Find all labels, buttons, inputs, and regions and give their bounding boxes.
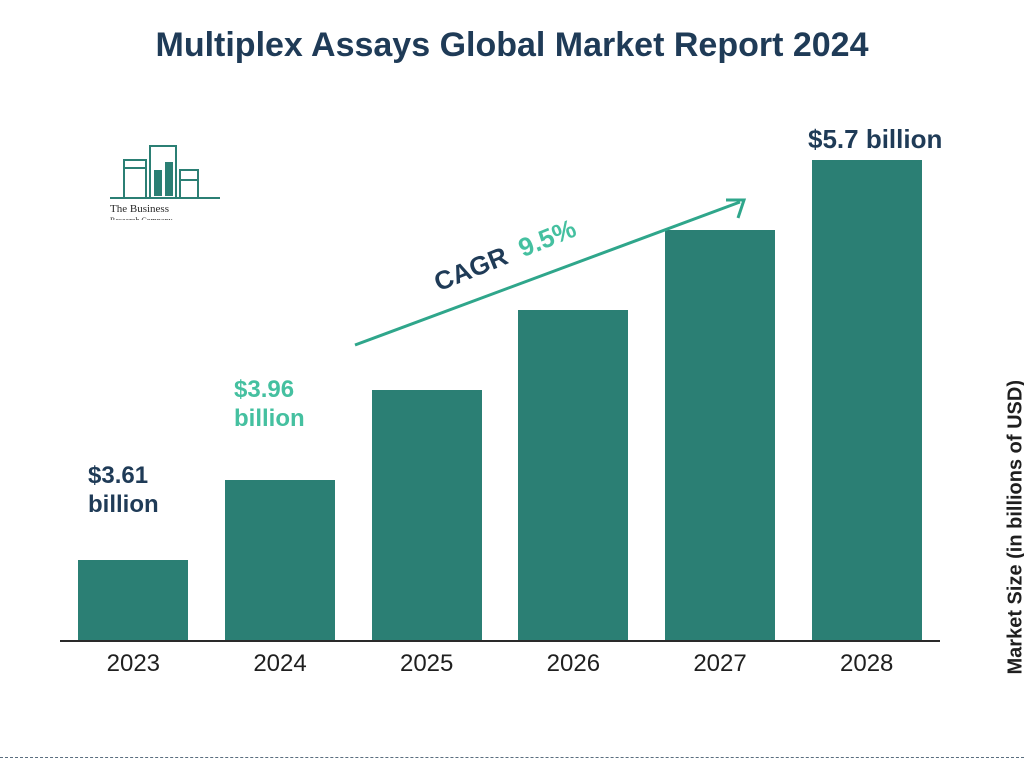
x-tick-label: 2024 bbox=[207, 650, 354, 690]
bar bbox=[372, 390, 482, 640]
bar bbox=[812, 160, 922, 640]
x-axis-labels: 202320242025202620272028 bbox=[60, 650, 940, 690]
x-tick-label: 2027 bbox=[647, 650, 794, 690]
cagr-arrow-icon bbox=[340, 190, 760, 360]
bar-value-label: $3.96billion bbox=[234, 376, 305, 434]
x-tick-label: 2026 bbox=[500, 650, 647, 690]
y-axis-label: Market Size (in billions of USD) bbox=[1004, 380, 1024, 674]
bar-value-label: $5.7 billion bbox=[808, 124, 942, 155]
chart-container: Multiplex Assays Global Market Report 20… bbox=[0, 0, 1024, 768]
x-tick-label: 2028 bbox=[793, 650, 940, 690]
bar bbox=[225, 480, 335, 640]
page-title: Multiplex Assays Global Market Report 20… bbox=[0, 26, 1024, 65]
footer-divider bbox=[0, 757, 1024, 758]
bar bbox=[78, 560, 188, 640]
x-tick-label: 2025 bbox=[353, 650, 500, 690]
bar-slot bbox=[793, 120, 940, 640]
x-tick-label: 2023 bbox=[60, 650, 207, 690]
cagr-annotation: CAGR 9.5% bbox=[340, 190, 760, 360]
bar-value-label: $3.61billion bbox=[88, 462, 159, 520]
bar-slot bbox=[60, 120, 207, 640]
x-axis-line bbox=[60, 640, 940, 642]
